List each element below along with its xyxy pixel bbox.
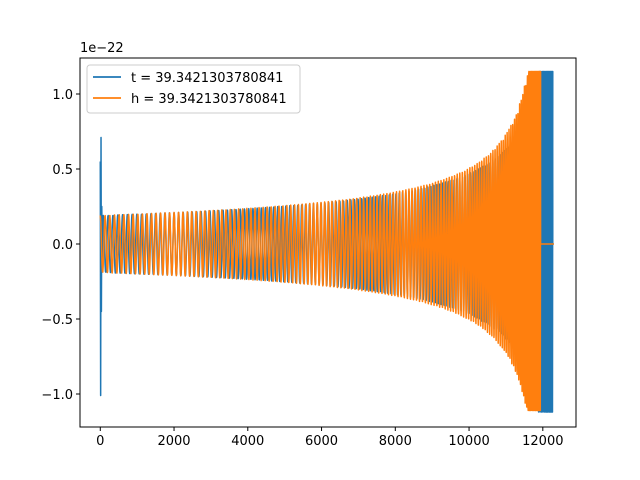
x-tick-label: 2000 bbox=[157, 434, 190, 449]
y-offset-text: 1e−22 bbox=[80, 41, 124, 56]
series-layer bbox=[99, 70, 554, 413]
y-tick-label: −1.0 bbox=[41, 388, 73, 403]
x-axis: 0 2000 4000 6000 8000 10000 12000 bbox=[96, 427, 563, 449]
x-tick-label: 10000 bbox=[448, 434, 489, 449]
legend-label: t = 39.3421303780841 bbox=[131, 71, 283, 86]
y-tick-label: −0.5 bbox=[41, 313, 73, 328]
y-tick-label: 0.5 bbox=[52, 163, 73, 178]
y-axis: −1.0 −0.5 0.0 0.5 1.0 bbox=[41, 88, 80, 403]
x-tick-label: 6000 bbox=[305, 434, 338, 449]
x-tick-label: 4000 bbox=[231, 434, 264, 449]
series-line-2 bbox=[99, 70, 554, 412]
x-tick-label: 0 bbox=[96, 434, 104, 449]
x-tick-label: 12000 bbox=[522, 434, 563, 449]
plot-frame bbox=[79, 57, 577, 428]
y-tick-label: 1.0 bbox=[52, 88, 73, 103]
x-tick-label: 8000 bbox=[379, 434, 412, 449]
legend-label: h = 39.3421303780841 bbox=[131, 92, 287, 107]
y-tick-label: 0.0 bbox=[52, 238, 73, 253]
legend: t = 39.3421303780841 h = 39.3421303780841 bbox=[86, 64, 301, 114]
legend-box bbox=[86, 64, 301, 114]
